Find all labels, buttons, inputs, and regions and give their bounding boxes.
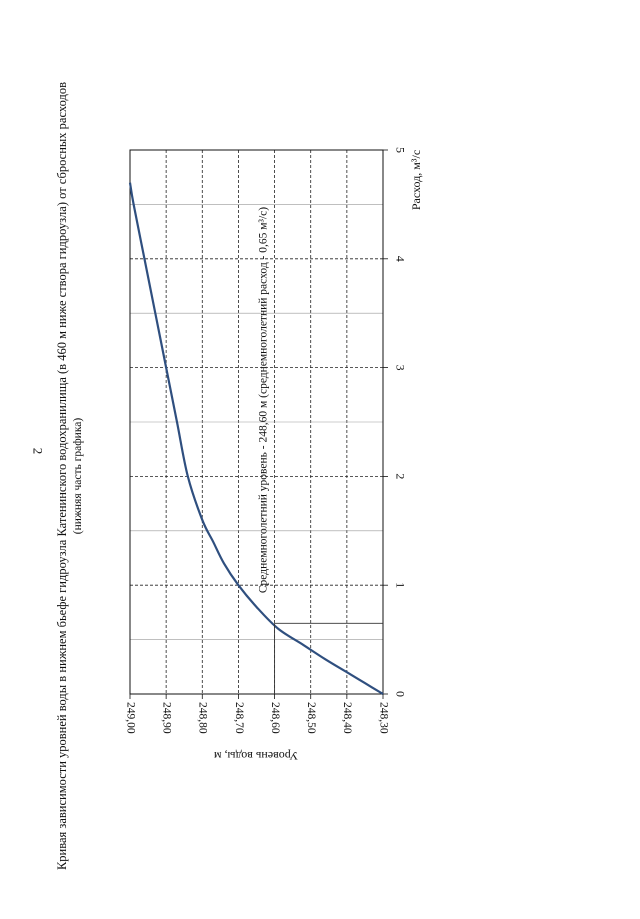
x-tick-label: 0 bbox=[393, 691, 407, 697]
y-tick-label: 248,50 bbox=[305, 702, 317, 734]
y-tick-labels: 248,30 248,40 248,50 248,60 248,70 248,80 248,… bbox=[124, 694, 389, 734]
y-tick-label: 248,80 bbox=[197, 702, 209, 734]
x-tick-label: 4 bbox=[393, 256, 407, 262]
series-line-rating-curve bbox=[128, 182, 384, 695]
x-tick-label: 2 bbox=[393, 473, 407, 479]
x-axis-label: Расход, м³/с bbox=[409, 150, 423, 210]
y-tick-label: 248,60 bbox=[269, 702, 281, 734]
x-tick-labels: 0 1 2 3 4 5 bbox=[383, 147, 407, 697]
annotation-text: Среднемноголетний уровень - 248,60 м (ср… bbox=[258, 207, 270, 593]
y-tick-label: 248,90 bbox=[161, 702, 173, 734]
y-tick-label: 248,40 bbox=[341, 702, 353, 734]
y-axis-label: Уровень воды, м bbox=[213, 749, 298, 763]
plot-border bbox=[129, 149, 384, 695]
x-tick-label: 5 bbox=[393, 147, 407, 153]
y-tick-label: 248,30 bbox=[377, 702, 389, 734]
chart-frame bbox=[129, 149, 384, 695]
chart-grid bbox=[129, 149, 384, 695]
y-tick-label: 248,70 bbox=[233, 702, 245, 734]
annotation-group: Среднемноголетний уровень - 248,60 м (ср… bbox=[258, 207, 383, 694]
x-tick-label: 3 bbox=[393, 365, 407, 371]
x-tick-label: 1 bbox=[393, 582, 407, 588]
y-tick-label: 249,00 bbox=[124, 702, 136, 734]
